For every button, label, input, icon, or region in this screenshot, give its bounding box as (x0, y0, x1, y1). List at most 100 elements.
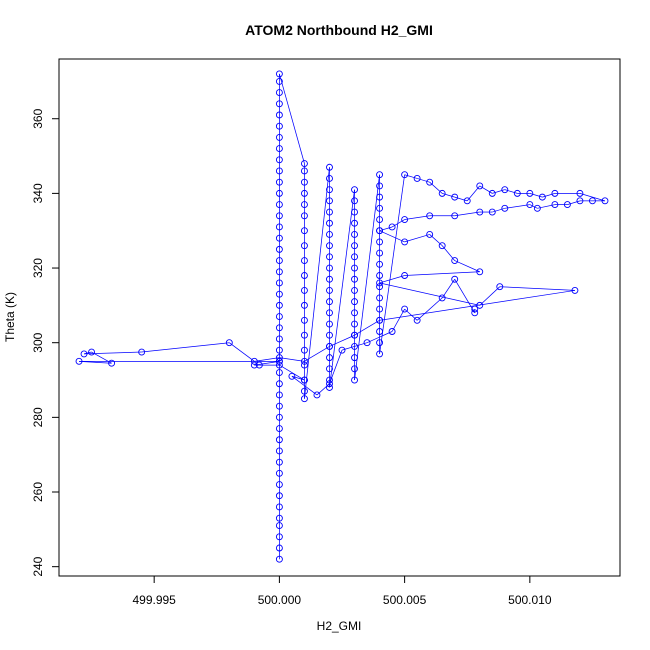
series-0-segment (379, 230, 405, 243)
series-0-segment (304, 346, 330, 362)
series-0-point (300, 361, 308, 369)
series-0-point (300, 331, 308, 339)
x-tick-label-0: 499.995 (132, 593, 176, 607)
series-0-point (275, 436, 283, 444)
series-0-segment (442, 193, 455, 198)
series-0-point (351, 230, 358, 238)
series-0-segment (391, 308, 405, 332)
series-0-point (401, 272, 409, 279)
series-0-point (351, 342, 358, 350)
series-0-point (300, 346, 308, 354)
series-0-point (351, 208, 358, 216)
series-0-segment (542, 193, 555, 198)
y-tick-label-3: 300 (31, 332, 45, 352)
series-0-point (376, 328, 384, 335)
series-0-segment (416, 297, 443, 321)
series-0-point (300, 376, 308, 384)
series-0-segment (441, 279, 456, 299)
series-0-point (326, 384, 333, 391)
series-0-point (426, 230, 434, 238)
series-0-point (275, 212, 283, 220)
series-0-point (496, 283, 504, 291)
series-0-point (376, 260, 384, 268)
series-0-point (401, 171, 409, 179)
series-0-segment (341, 342, 368, 351)
series-0-point (275, 268, 283, 276)
series-0-segment (279, 73, 305, 164)
series-0-segment (429, 181, 443, 194)
series-0-point (451, 275, 459, 283)
series-0-point (351, 253, 358, 261)
series-0-point (551, 201, 559, 209)
series-0-point (551, 189, 559, 197)
series-0-point (326, 219, 333, 227)
series-0-segment (529, 193, 543, 198)
x-tick-label-1: 500.000 (258, 593, 302, 607)
series-0-point (376, 216, 384, 223)
series-0-point (300, 201, 308, 209)
series-0-point (326, 298, 333, 306)
plot-frame (58, 58, 621, 577)
series-0-point (563, 201, 571, 209)
series-0-segment (404, 215, 430, 220)
series-0-point (250, 361, 258, 369)
series-0-point (388, 223, 396, 231)
series-0-point (351, 286, 358, 294)
series-0-point (488, 189, 496, 197)
series-0-point (275, 380, 283, 388)
series-0-point (300, 160, 308, 167)
series-0-point (376, 305, 384, 313)
series-0-point (275, 413, 283, 421)
series-0-point (275, 514, 283, 522)
series-0-point (326, 208, 333, 216)
series-0-segment (504, 189, 518, 194)
series-0-point (275, 189, 283, 197)
series-0-point (363, 339, 371, 347)
series-0-point (326, 230, 333, 238)
series-0-point (351, 365, 358, 373)
series-0-point (275, 111, 283, 119)
series-0-point (501, 186, 509, 194)
series-0-point (275, 167, 283, 175)
series-0-segment (404, 271, 480, 276)
series-0-segment (579, 193, 606, 202)
series-0-point (275, 447, 283, 455)
series-0-point (388, 328, 396, 335)
series-0-segment (492, 189, 505, 194)
series-0-point (300, 227, 308, 235)
series-0-point (138, 348, 146, 356)
series-0-point (338, 346, 346, 354)
series-0-point (275, 77, 283, 85)
series-0-point (526, 189, 534, 197)
series-0-point (313, 391, 321, 399)
series-0-point (300, 257, 308, 265)
series-0-point (275, 555, 283, 563)
series-0-point (326, 365, 333, 373)
series-0-point (275, 133, 283, 141)
series-0-point (476, 301, 484, 309)
y-tick-label-2: 280 (31, 407, 45, 427)
series-0-segment (141, 342, 230, 353)
series-0-segment (254, 357, 280, 362)
series-0-segment (379, 226, 393, 232)
series-0-point (275, 346, 283, 354)
series-0-segment (291, 375, 305, 381)
chart-title: ATOM2 Northbound H2_GMI (245, 22, 433, 38)
series-0-point (376, 294, 384, 302)
series-0-segment (404, 234, 430, 243)
series-0-segment (404, 174, 418, 179)
series-0-point (275, 89, 283, 97)
series-0-point (326, 354, 333, 362)
series-0-point (88, 348, 96, 356)
series-0-point (300, 272, 308, 279)
series-0-point (571, 286, 579, 294)
y-tick-label-0: 240 (31, 556, 45, 576)
series-0-point (326, 242, 333, 250)
series-0-point (438, 242, 446, 250)
series-0-point (275, 70, 283, 78)
series-0-point (275, 481, 283, 488)
series-0-point (275, 425, 283, 433)
series-0-point (275, 458, 283, 466)
series-0-segment (379, 275, 405, 284)
series-0-point (275, 301, 283, 309)
